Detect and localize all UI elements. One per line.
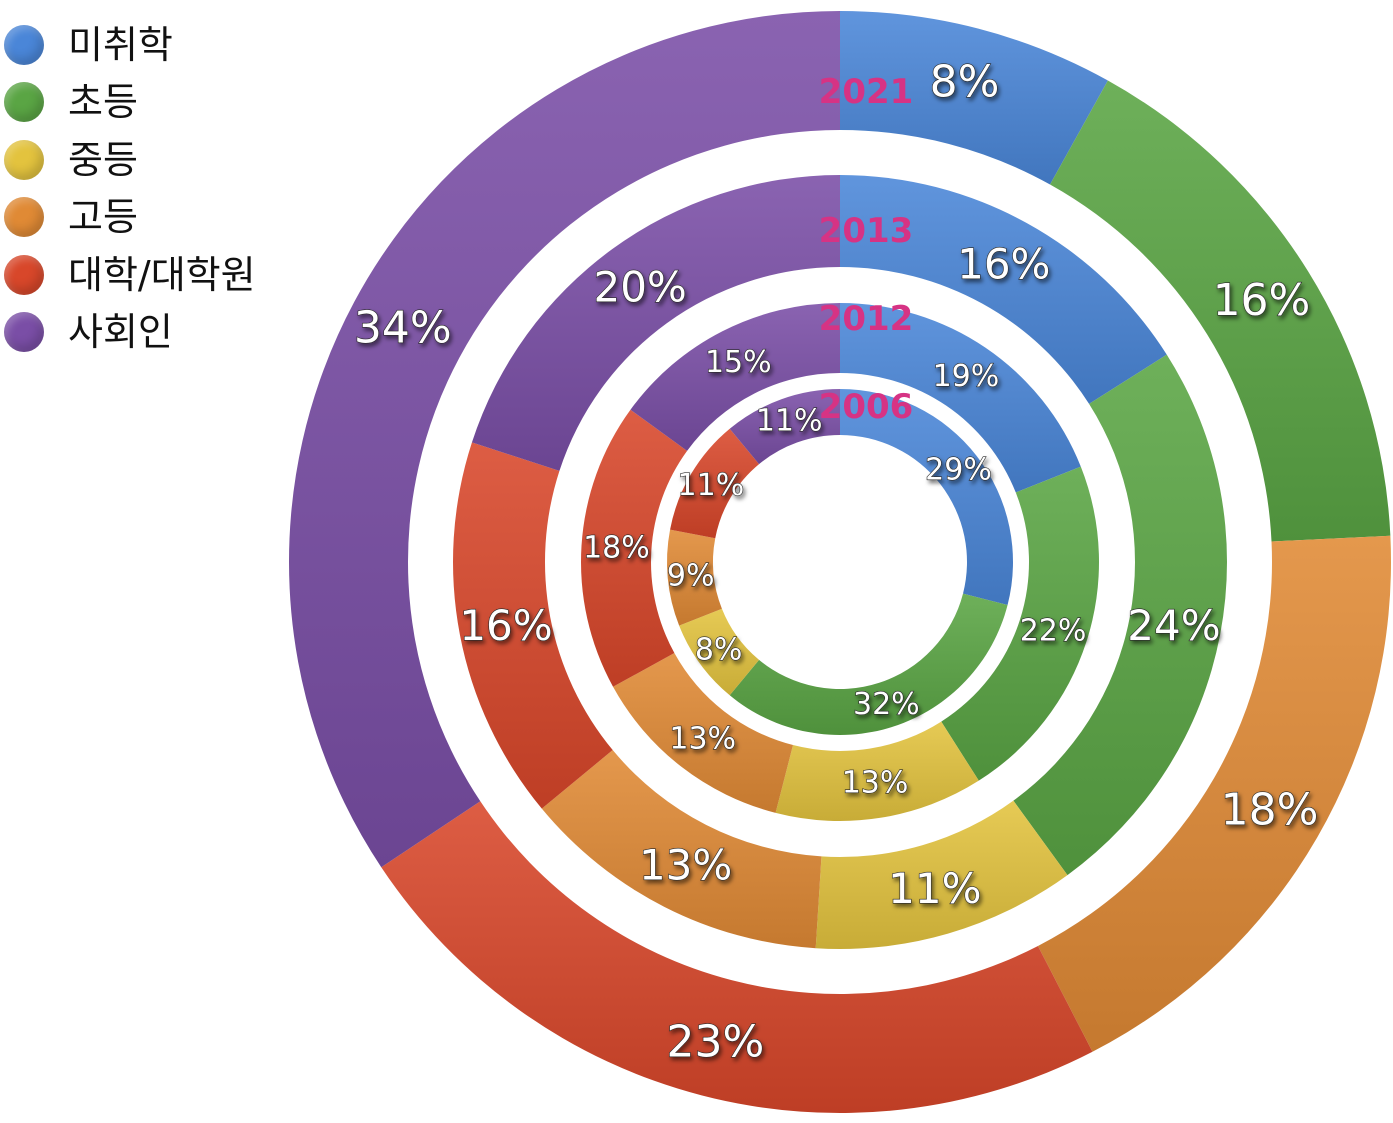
pct-label-2012-preschool: 19% — [933, 359, 1000, 394]
slice-2012-adult — [630, 303, 840, 451]
pct-label-2006-university: 11% — [678, 468, 745, 503]
slices-layer — [289, 11, 1391, 1113]
legend-label: 중등 — [68, 137, 138, 182]
legend-label: 미취학 — [68, 22, 173, 67]
ring-year-label-2021: 2021 — [819, 72, 914, 112]
legend-swatch — [4, 197, 44, 238]
slice-2021-preschool — [840, 11, 1108, 185]
slice-2013-adult — [471, 175, 840, 471]
pct-label-2021-preschool: 8% — [930, 56, 1000, 107]
legend-item-university: 대학/대학원 — [4, 246, 256, 304]
legend-item-adult: 사회인 — [4, 304, 256, 362]
legend-item-preschool: 미취학 — [4, 16, 256, 74]
slice-2012-preschool — [840, 303, 1081, 493]
pct-label-2012-adult: 15% — [705, 345, 772, 380]
pct-label-2012-elementary: 22% — [1020, 614, 1087, 649]
slice-2013-high — [541, 750, 822, 949]
slice-2021-university — [381, 801, 1093, 1113]
slice-2006-adult — [729, 389, 840, 465]
slice-2021-high — [1037, 535, 1391, 1052]
percent-labels-layer: 8% 16% 18% 23% 34% 16% 24% 11% 13% 16% 20% 19% 22% 13… — [353, 56, 1319, 1068]
legend-label: 초등 — [68, 80, 138, 125]
legend-item-elementary: 초등 — [4, 74, 256, 132]
slice-2012-university — [581, 409, 688, 687]
slice-2006-high — [667, 529, 722, 626]
pct-label-2021-elementary: 16% — [1213, 275, 1311, 326]
pct-label-2013-adult: 20% — [593, 262, 686, 311]
slice-2006-elementary — [729, 593, 1008, 735]
pct-label-2021-adult: 34% — [354, 302, 452, 353]
pct-label-2006-preschool: 29% — [925, 453, 992, 488]
pct-label-2013-university: 16% — [459, 601, 552, 650]
slice-2012-elementary — [941, 466, 1099, 781]
legend-swatch — [4, 24, 44, 65]
legend-label: 사회인 — [68, 310, 173, 355]
legend-swatch — [4, 254, 44, 295]
legend-label: 고등 — [68, 195, 138, 240]
legend-item-middle: 중등 — [4, 131, 256, 189]
legend-swatch — [4, 312, 44, 353]
ring-year-label-2006: 2006 — [819, 387, 914, 427]
ring-year-label-2013: 2013 — [819, 211, 914, 251]
year-labels-layer: 2021 2013 2012 2006 — [819, 72, 914, 427]
slice-2006-university — [670, 428, 760, 539]
legend-label: 대학/대학원 — [68, 252, 256, 297]
pct-label-2013-high: 13% — [639, 840, 732, 889]
pct-label-2006-elementary: 32% — [853, 687, 920, 722]
legend-swatch — [4, 139, 44, 180]
pct-label-2013-preschool: 16% — [957, 240, 1050, 289]
slice-2013-elementary — [1013, 354, 1227, 876]
pct-label-2021-high: 18% — [1221, 785, 1319, 836]
slice-2012-high — [613, 653, 793, 813]
pct-label-2021-university: 23% — [667, 1017, 765, 1068]
pct-label-2006-high: 9% — [667, 559, 715, 594]
slice-2013-university — [453, 442, 613, 809]
slice-2012-middle — [775, 721, 979, 821]
slice-2021-elementary — [1050, 80, 1391, 542]
pct-label-2012-high: 13% — [669, 721, 736, 756]
pct-label-2013-elementary: 24% — [1127, 601, 1220, 650]
slice-2021-adult — [289, 11, 841, 868]
legend-item-high: 고등 — [4, 189, 256, 247]
slice-2006-middle — [679, 608, 760, 696]
pct-label-2006-adult: 11% — [756, 403, 823, 438]
ring-year-label-2012: 2012 — [819, 299, 914, 339]
pct-label-2012-middle: 13% — [842, 766, 909, 801]
pct-label-2013-middle: 11% — [888, 864, 981, 913]
pct-label-2012-university: 18% — [583, 530, 650, 565]
chart-legend: 미취학 초등 중등 고등 대학/대학원 사회인 — [4, 16, 256, 361]
slice-2013-preschool — [840, 175, 1167, 404]
legend-swatch — [4, 82, 44, 123]
pct-label-2006-middle: 8% — [695, 633, 743, 668]
slice-2006-preschool — [840, 389, 1013, 606]
slice-2013-middle — [815, 800, 1068, 949]
